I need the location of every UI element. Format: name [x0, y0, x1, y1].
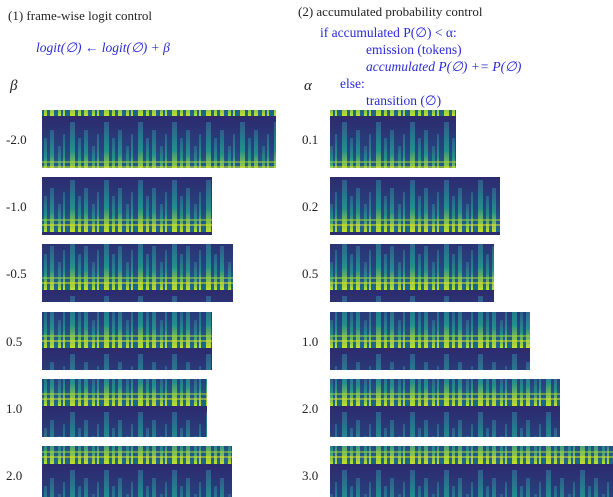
spectrogram [330, 244, 494, 302]
spectrogram [330, 379, 560, 437]
row-label: -0.5 [6, 266, 27, 281]
code-line: accumulated P(∅) += P(∅) [366, 59, 522, 74]
row-label: 0.5 [6, 334, 23, 349]
spectrogram [330, 177, 500, 235]
parameter-symbol: β [10, 78, 18, 94]
parameter-symbol: α [304, 78, 312, 94]
code-line: else: [340, 76, 365, 91]
spectrogram [42, 379, 207, 437]
row-label: 2.0 [6, 468, 23, 483]
code-line: emission (tokens) [366, 42, 462, 57]
row-label: 3.0 [302, 468, 319, 483]
spectrogram [330, 110, 456, 168]
formula: logit(∅) ← logit(∅) + β [36, 40, 170, 55]
spectrogram [330, 312, 530, 370]
spectrogram [42, 110, 276, 168]
row-label: 2.0 [302, 401, 319, 416]
spectrogram [42, 446, 232, 497]
code-line: if accumulated P(∅) < α: [320, 25, 457, 40]
row-label: 0.5 [302, 266, 319, 281]
panel-title: (2) accumulated probability control [298, 4, 483, 19]
row-label: 1.0 [302, 334, 319, 349]
code-line: transition (∅) [366, 93, 442, 108]
row-label: 0.1 [302, 132, 319, 147]
row-label: 0.2 [302, 199, 319, 214]
row-label: -2.0 [6, 132, 27, 147]
spectrogram [42, 312, 212, 370]
spectrogram [42, 244, 233, 302]
spectrogram [330, 446, 613, 497]
row-label: 1.0 [6, 401, 23, 416]
panel-title: (1) frame-wise logit control [8, 8, 153, 23]
spectrogram [42, 177, 212, 235]
row-label: -1.0 [6, 199, 27, 214]
